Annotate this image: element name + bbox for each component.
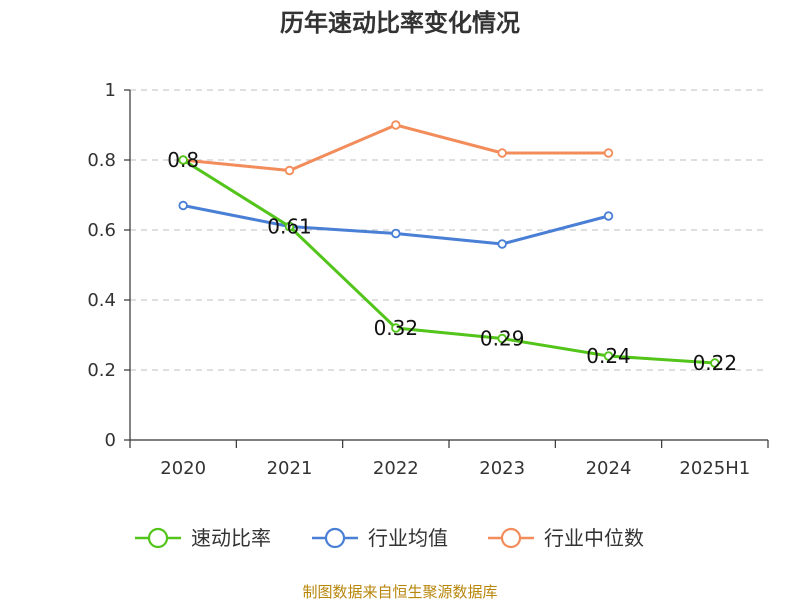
data-point [603,351,614,361]
y-tick-label: 0.8 [87,150,116,171]
y-tick-label: 0.4 [87,290,116,311]
series-line [182,204,609,246]
legend-marker [324,527,346,549]
series-group: 0.8 0.61 0.32 0.29 0.24 0.22 [167,120,738,375]
x-tick-label: 2022 [373,458,419,479]
axes: 0 0.2 0.4 0.6 0.8 1 2020 2021 2022 2023 2024 2025H1 [87,80,769,479]
data-point [391,323,401,333]
y-tick-label: 1 [105,80,116,101]
x-tick-label: 2025H1 [679,458,750,479]
data-label: 0.32 [374,316,419,340]
data-label: 0.29 [480,327,525,351]
data-point [284,165,295,176]
data-label: 0.8 [167,148,199,172]
x-tick-label: 2024 [586,458,632,479]
x-tick-label: 2020 [160,458,206,479]
data-point [710,358,720,368]
data-point [178,200,188,211]
data-point [391,228,401,239]
chart-title: 历年速动比率变化情况 [280,9,520,37]
x-tick-label: 2023 [479,458,525,479]
legend-label: 行业均值 [368,526,448,550]
data-point [603,148,614,158]
series-line [183,123,609,172]
data-label: 0.61 [267,215,312,239]
data-label: 0.22 [693,351,738,375]
grid-lines [130,89,768,371]
y-tick-label: 0.6 [87,220,116,241]
data-point [178,155,188,165]
data-point [497,333,507,344]
data-point [603,211,614,221]
data-point [391,120,401,130]
data-point [497,239,507,249]
data-point [284,221,295,232]
source-note: 制图数据来自恒生聚源数据库 [302,583,497,600]
x-tick-label: 2021 [267,458,313,479]
legend-label: 速动比率 [191,526,271,550]
y-tick-label: 0 [105,430,116,451]
legend-item[interactable]: 速动比率 [135,526,271,550]
legend-label: 行业中位数 [544,526,644,550]
legend-marker [500,527,522,549]
legend-item[interactable]: 行业均值 [312,526,448,550]
legend-marker [147,527,169,549]
legend-item[interactable]: 行业中位数 [488,526,644,550]
y-tick-label: 0.2 [87,360,116,381]
series-line [182,158,715,365]
data-label: 0.24 [586,344,631,368]
legend[interactable]: 速动比率 行业均值 行业中位数 [135,526,644,550]
data-point [497,148,507,158]
